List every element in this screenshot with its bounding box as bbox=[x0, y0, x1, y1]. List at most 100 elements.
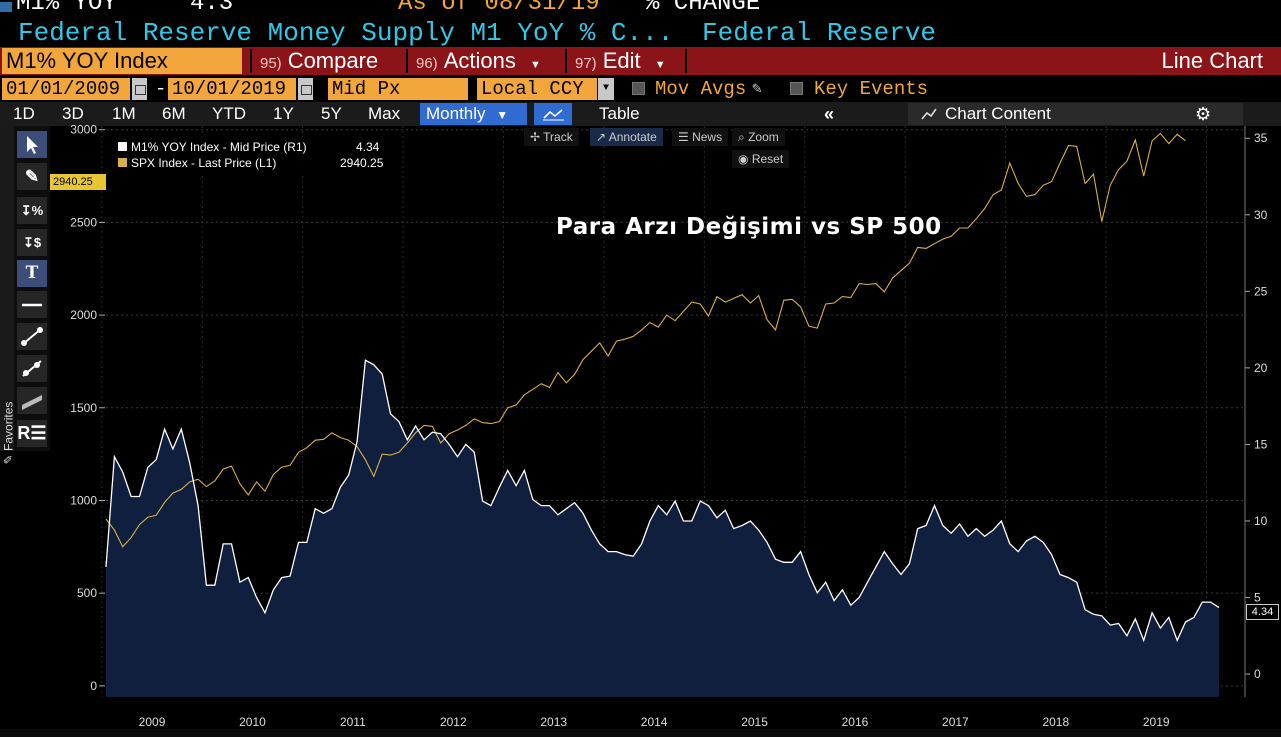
x-tick-label: 2009 bbox=[139, 715, 166, 729]
legend-label: M1% YOY Index - Mid Price (R1) bbox=[131, 140, 307, 154]
more-tools-icon[interactable]: R☰ bbox=[17, 420, 47, 447]
legend-label: SPX Index - Last Price (L1) bbox=[131, 156, 277, 170]
x-tick-label: 2014 bbox=[641, 715, 668, 729]
currency-select[interactable]: Local CCY bbox=[477, 78, 597, 100]
right-tick-label: 30 bbox=[1254, 208, 1268, 222]
spx-series-line bbox=[105, 132, 1186, 548]
period-5y[interactable]: 5Y bbox=[321, 104, 342, 123]
edit-label: Edit bbox=[602, 48, 641, 73]
mov-avgs-label: Mov Avgs bbox=[655, 78, 747, 100]
x-tick-label: 2015 bbox=[741, 715, 768, 729]
chart-legend: M1% YOY Index - Mid Price (R1) 4.34 SPX … bbox=[113, 137, 385, 173]
start-date-input[interactable]: 01/01/2009 bbox=[2, 78, 130, 100]
right-tick-label: 5 bbox=[1254, 590, 1261, 604]
mov-avgs-checkbox[interactable] bbox=[632, 82, 645, 95]
right-tick-label: 35 bbox=[1254, 131, 1268, 145]
x-tick-label: 2010 bbox=[239, 715, 266, 729]
ticker-short: M1% YOY bbox=[16, 0, 117, 17]
right-tick-label: 25 bbox=[1254, 284, 1268, 298]
pencil-icon[interactable]: ✎ bbox=[752, 80, 762, 98]
actions-label: Actions bbox=[443, 48, 516, 73]
ticker-input[interactable]: M1% YOY Index bbox=[2, 48, 242, 74]
period-1m[interactable]: 1M bbox=[112, 104, 136, 123]
chart-tools: ✢ Track ↗ Annotate ☰ News ⌕ Zoom ◉ Reset bbox=[524, 128, 796, 170]
zoom-button[interactable]: ⌕ Zoom bbox=[732, 128, 785, 146]
horizontal-line-tool-icon[interactable] bbox=[17, 291, 47, 318]
header-top-row: M1% YOY 4.3 As of 08/31/19 % CHANGE bbox=[0, 0, 1281, 17]
text-tool-icon[interactable]: T bbox=[17, 260, 47, 287]
chart-annotation[interactable]: Para Arzı Değişimi vs SP 500 bbox=[556, 214, 942, 240]
ray-tool-icon[interactable] bbox=[17, 355, 47, 382]
legend-item-m1: M1% YOY Index - Mid Price (R1) 4.34 bbox=[118, 139, 379, 155]
controls-row: 01/01/2009 - 10/01/2019 Mid Px Local CCY… bbox=[0, 77, 1281, 101]
x-tick-label: 2019 bbox=[1143, 715, 1170, 729]
collapse-left-icon[interactable]: « bbox=[824, 104, 835, 124]
date-separator: - bbox=[155, 78, 167, 100]
channel-tool-icon[interactable] bbox=[17, 387, 47, 414]
track-button[interactable]: ✢ Track bbox=[524, 128, 579, 146]
price-field-select[interactable]: Mid Px bbox=[328, 78, 468, 100]
chevron-down-icon[interactable]: ▼ bbox=[598, 78, 614, 100]
chevron-down-icon: ▼ bbox=[654, 59, 666, 71]
chart-content-icon bbox=[921, 108, 937, 120]
gear-icon[interactable]: ⚙ bbox=[1195, 104, 1212, 124]
x-tick-label: 2013 bbox=[540, 715, 567, 729]
period-1y[interactable]: 1Y bbox=[273, 104, 294, 123]
gridlines bbox=[101, 126, 1245, 730]
reset-button[interactable]: ◉ Reset bbox=[732, 150, 790, 168]
trend-line-tool-icon[interactable] bbox=[17, 323, 47, 350]
key-events-checkbox[interactable] bbox=[790, 82, 803, 95]
as-of-date: As of 08/31/19 bbox=[398, 0, 600, 17]
left-tick-label: 2500 bbox=[70, 215, 97, 229]
compare-button[interactable]: 95) Compare bbox=[260, 48, 378, 74]
bottom-bar bbox=[0, 729, 1281, 737]
legend-value: 4.34 bbox=[356, 140, 380, 154]
period-3d[interactable]: 3D bbox=[62, 104, 84, 123]
chevron-down-icon: ▼ bbox=[496, 108, 509, 122]
chart-content-button[interactable]: Chart Content ⚙ bbox=[908, 103, 1243, 125]
legend-swatch bbox=[118, 142, 127, 151]
legend-value: 2940.25 bbox=[340, 156, 384, 170]
percent-tool-icon[interactable]: ↧% bbox=[17, 197, 47, 224]
menu-bar: M1% YOY Index 95) Compare 96) Actions ▼ 97… bbox=[0, 47, 1281, 75]
period-1d[interactable]: 1D bbox=[13, 104, 35, 123]
line-chart-icon[interactable] bbox=[534, 103, 572, 125]
calendar-icon[interactable] bbox=[298, 78, 313, 100]
favorites-strip[interactable]: ✎ Favorites bbox=[0, 126, 15, 464]
right-tick-label: 20 bbox=[1254, 361, 1268, 375]
draw-tool-icon[interactable]: ✎ bbox=[17, 163, 47, 190]
calendar-icon[interactable] bbox=[132, 78, 147, 100]
security-title: Federal Reserve Money Supply M1 YoY % C.… bbox=[18, 18, 674, 48]
right-tick-label: 0 bbox=[1254, 667, 1261, 681]
dollar-tool-icon[interactable]: ↧$ bbox=[17, 229, 47, 256]
annotate-button[interactable]: ↗ Annotate bbox=[590, 128, 663, 146]
cursor-tool-icon[interactable] bbox=[17, 131, 47, 158]
right-tick-label: 15 bbox=[1254, 437, 1268, 451]
end-date-input[interactable]: 10/01/2019 bbox=[168, 78, 296, 100]
actions-number: 96) bbox=[416, 55, 438, 72]
compare-label: Compare bbox=[287, 48, 379, 73]
m1-series-line bbox=[105, 359, 1220, 643]
m1-area-fill bbox=[106, 360, 1219, 697]
x-tick-label: 2018 bbox=[1042, 715, 1069, 729]
left-tick-label: 2000 bbox=[70, 308, 97, 322]
period-max[interactable]: Max bbox=[368, 104, 401, 123]
x-tick-label: 2016 bbox=[842, 715, 869, 729]
edit-button[interactable]: 97) Edit ▼ bbox=[575, 48, 666, 74]
frequency-label: Monthly bbox=[426, 104, 486, 123]
x-axis: 2009 2010 2011 2012 2013 2014 2015 2016 2017 2018… bbox=[139, 715, 1170, 729]
news-button[interactable]: ☰ News bbox=[672, 128, 729, 146]
table-button[interactable]: Table bbox=[599, 104, 640, 123]
x-tick-label: 2017 bbox=[942, 715, 969, 729]
left-tick-label: 1000 bbox=[70, 493, 97, 507]
frequency-select[interactable]: Monthly ▼ bbox=[420, 103, 527, 125]
period-6m[interactable]: 6M bbox=[162, 104, 186, 123]
x-tick-label: 2011 bbox=[340, 715, 366, 729]
chart-type-label[interactable]: Line Chart bbox=[1161, 48, 1263, 73]
chevron-down-icon: ▼ bbox=[529, 59, 541, 71]
actions-button[interactable]: 96) Actions ▼ bbox=[416, 48, 541, 74]
security-description-row: Federal Reserve Money Supply M1 YoY % C.… bbox=[0, 18, 1281, 48]
right-axis: 0 5 10 15 20 25 30 35 bbox=[1245, 131, 1268, 681]
period-ytd[interactable]: YTD bbox=[212, 104, 246, 123]
